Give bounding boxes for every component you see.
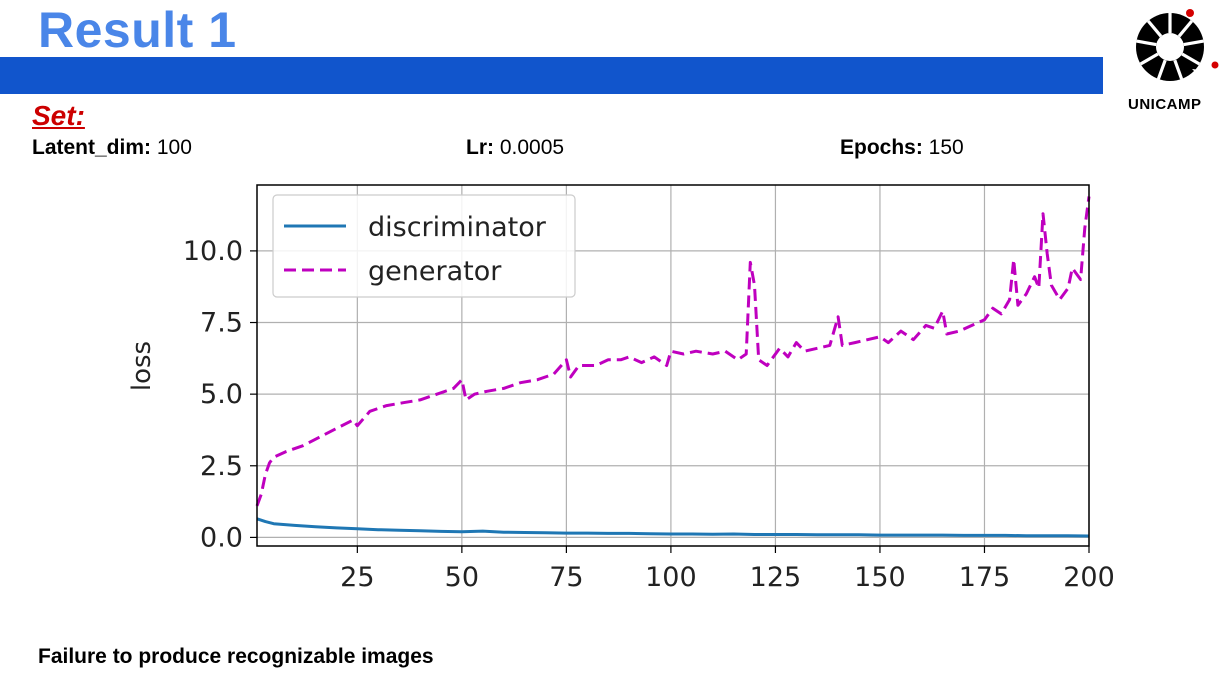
y-tick-label: 10.0 bbox=[183, 236, 243, 267]
x-tick-label: 50 bbox=[445, 562, 479, 593]
param-latent-dim: Latent_dim: 100 bbox=[32, 136, 192, 160]
y-tick-label: 7.5 bbox=[200, 308, 243, 339]
param-name: Latent_dim: bbox=[32, 136, 152, 159]
x-tick-label: 25 bbox=[340, 562, 374, 593]
x-tick-label: 200 bbox=[1063, 562, 1115, 593]
chart-ticks: 25 50 75 100 125 150 175 200 0.0 2.5 5.0 7.5 10.0 bbox=[183, 236, 1115, 593]
chart-series bbox=[255, 196, 1091, 538]
x-tick-label: 125 bbox=[750, 562, 802, 593]
set-label: Set: bbox=[32, 100, 85, 131]
param-name: Lr: bbox=[466, 136, 494, 159]
param-value: 150 bbox=[922, 136, 964, 159]
x-tick-label: 100 bbox=[645, 562, 697, 593]
unicamp-logo-icon bbox=[1136, 9, 1219, 81]
legend-label-generator: generator bbox=[368, 256, 502, 287]
param-value: 0.0005 bbox=[494, 136, 565, 159]
param-lr: Lr: 0.0005 bbox=[466, 136, 564, 160]
slide-title: Result 1 bbox=[38, 2, 237, 58]
slide-caption: Failure to produce recognizable images bbox=[38, 645, 434, 668]
y-tick-label: 2.5 bbox=[200, 451, 243, 482]
plot-frame bbox=[256, 184, 1090, 547]
y-tick-label: 5.0 bbox=[200, 379, 243, 410]
series-line-discriminator bbox=[256, 517, 1090, 538]
chart-legend: discriminator generator bbox=[272, 194, 576, 298]
legend-label-discriminator: discriminator bbox=[368, 212, 547, 243]
y-tick-label: 0.0 bbox=[200, 522, 243, 553]
x-tick-label: 175 bbox=[959, 562, 1011, 593]
y-axis-label: loss bbox=[127, 341, 157, 391]
x-tick-label: 150 bbox=[854, 562, 906, 593]
param-name: Epochs: bbox=[840, 136, 923, 159]
legend-box bbox=[272, 194, 576, 298]
header-bar bbox=[0, 57, 1103, 94]
header-bar-end bbox=[1088, 57, 1103, 94]
logo-text: UNICAMP bbox=[1128, 96, 1202, 113]
param-value: 100 bbox=[151, 136, 192, 159]
x-tick-label: 75 bbox=[549, 562, 583, 593]
loss-chart: 25 50 75 100 125 150 175 200 0.0 2.5 5.0 7.5 10.0 lo… bbox=[127, 184, 1115, 593]
param-epochs: Epochs: 150 bbox=[840, 136, 964, 160]
